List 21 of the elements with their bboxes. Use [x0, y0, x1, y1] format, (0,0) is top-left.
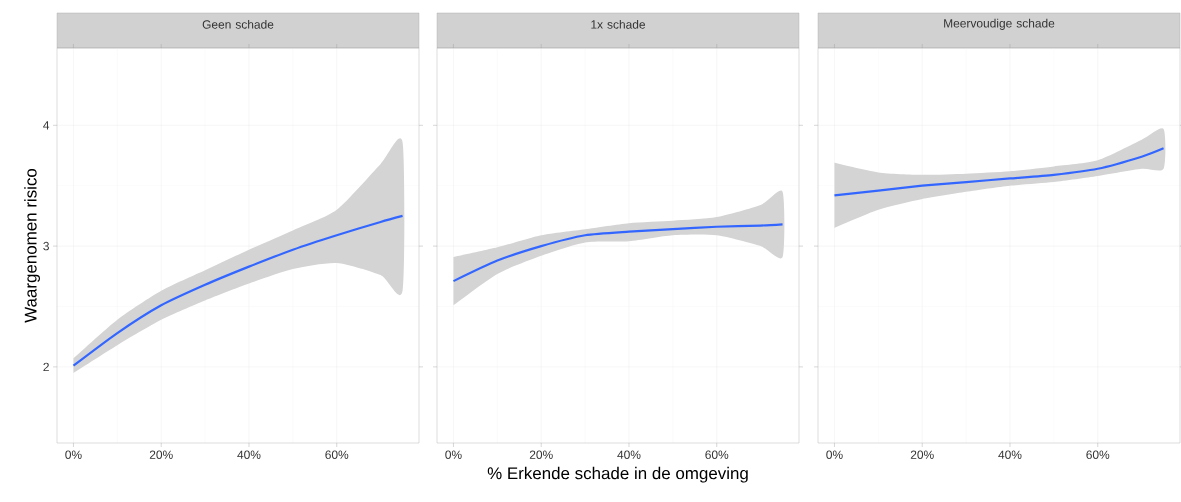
x-tick-label: 0% — [445, 450, 462, 459]
y-tick-label: 2 — [43, 362, 49, 372]
x-tick-label: 40% — [617, 450, 641, 459]
x-tick-label: 20% — [149, 450, 173, 459]
chart-title: Geen schade — [202, 19, 274, 29]
x-tick-label: 60% — [325, 450, 349, 459]
x-tick-label: 60% — [705, 450, 729, 459]
y-tick-label: 3 — [43, 241, 49, 251]
chart-title: Meervoudige schade — [944, 18, 1055, 30]
y-tick-label: 4 — [43, 121, 50, 130]
chart-title: 1x schade — [591, 19, 646, 29]
x-tick-label: 20% — [910, 450, 934, 459]
x-axis-title: % Erkende schade in de omgeving — [487, 466, 748, 483]
y-axis-title: Waargenomen risico — [24, 168, 40, 323]
x-tick-label: 40% — [998, 450, 1022, 459]
x-tick-label: 20% — [529, 450, 553, 459]
x-tick-label: 60% — [1086, 450, 1110, 459]
x-tick-label: 0% — [65, 450, 82, 459]
x-tick-label: 40% — [237, 450, 261, 459]
x-tick-label: 0% — [826, 450, 843, 459]
line-series — [72, 214, 404, 367]
